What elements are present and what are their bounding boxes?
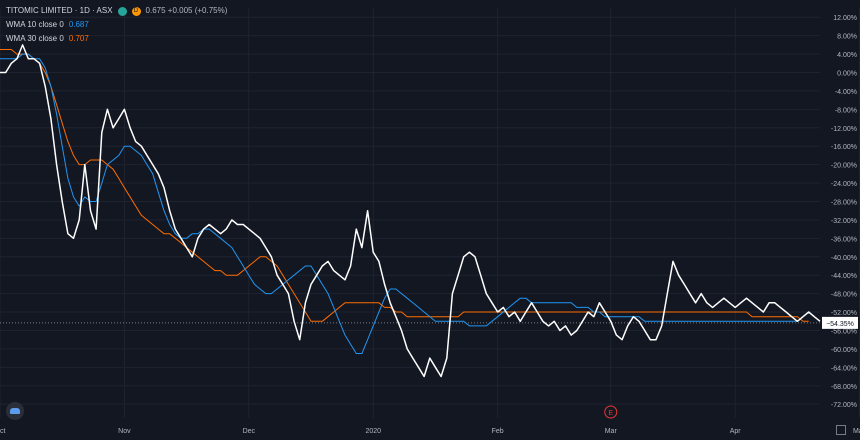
- y-tick-label: -8.00%: [835, 107, 857, 114]
- y-tick-label: -16.00%: [831, 144, 857, 151]
- wma30-value: 0.707: [68, 34, 89, 43]
- x-tick-label: Apr: [730, 428, 742, 435]
- legend-wma30[interactable]: WMA 30 close 0 0.707: [6, 32, 227, 46]
- earnings-marker-icon: [604, 405, 618, 419]
- y-tick-label: -68.00%: [831, 384, 857, 391]
- wma30-series-line: [0, 49, 809, 322]
- y-tick-label: -28.00%: [831, 199, 857, 206]
- y-tick-label: -32.00%: [831, 218, 857, 225]
- wma10-value: 0.687: [68, 20, 89, 29]
- x-tick-label: Feb: [492, 428, 504, 435]
- delayed-data-badge: D: [131, 6, 141, 16]
- current-value-tag: [822, 316, 858, 329]
- price-series-line: [0, 44, 821, 378]
- y-tick-label: 0.00%: [837, 70, 857, 77]
- y-tick-label: -4.00%: [835, 89, 857, 96]
- symbol-name: TITOMIC LIMITED · 1D · ASX: [6, 6, 113, 15]
- legend-symbol-row: TITOMIC LIMITED · 1D · ASX D 0.675 +0.00…: [6, 4, 227, 18]
- y-tick-label: 12.00%: [833, 15, 857, 22]
- y-tick-label: -60.00%: [831, 347, 857, 354]
- x-tick-label: Oct: [0, 428, 5, 435]
- y-tick-label: 4.00%: [837, 52, 857, 59]
- y-tick-label: -40.00%: [831, 255, 857, 262]
- y-tick-label: -36.00%: [831, 236, 857, 243]
- y-tick-label: 8.00%: [837, 34, 857, 41]
- y-tick-label: -56.00%: [831, 328, 857, 335]
- y-tick-label: -20.00%: [831, 163, 857, 170]
- wma10-series-line: [0, 53, 798, 354]
- wma10-label: WMA 10 close 0: [6, 20, 64, 29]
- y-tick-label: -52.00%: [831, 310, 857, 317]
- earnings-marker-label: E: [608, 410, 613, 417]
- x-tick-label: Dec: [243, 428, 256, 435]
- y-tick-label: -24.00%: [831, 181, 857, 188]
- tradingview-logo-icon[interactable]: [6, 402, 24, 420]
- y-tick-label: -48.00%: [831, 292, 857, 299]
- y-tick-label: -12.00%: [831, 126, 857, 133]
- wma30-label: WMA 30 close 0: [6, 34, 64, 43]
- x-tick-label: Mar: [605, 428, 618, 435]
- chart-legend: TITOMIC LIMITED · 1D · ASX D 0.675 +0.00…: [6, 4, 227, 46]
- x-tick-label: Nov: [118, 428, 131, 435]
- y-tick-label: -44.00%: [831, 273, 857, 280]
- x-tick-label: May: [853, 428, 860, 435]
- market-status-icon: [117, 6, 127, 16]
- chart-settings-icon[interactable]: [836, 425, 846, 435]
- price-change: 0.675 +0.005 (+0.75%): [145, 6, 228, 15]
- y-tick-label: -64.00%: [831, 365, 857, 372]
- x-tick-label: 2020: [365, 428, 381, 435]
- current-value-label: −54.35%: [826, 321, 854, 328]
- y-tick-label: -72.00%: [831, 402, 857, 409]
- legend-wma10[interactable]: WMA 10 close 0 0.687: [6, 18, 227, 32]
